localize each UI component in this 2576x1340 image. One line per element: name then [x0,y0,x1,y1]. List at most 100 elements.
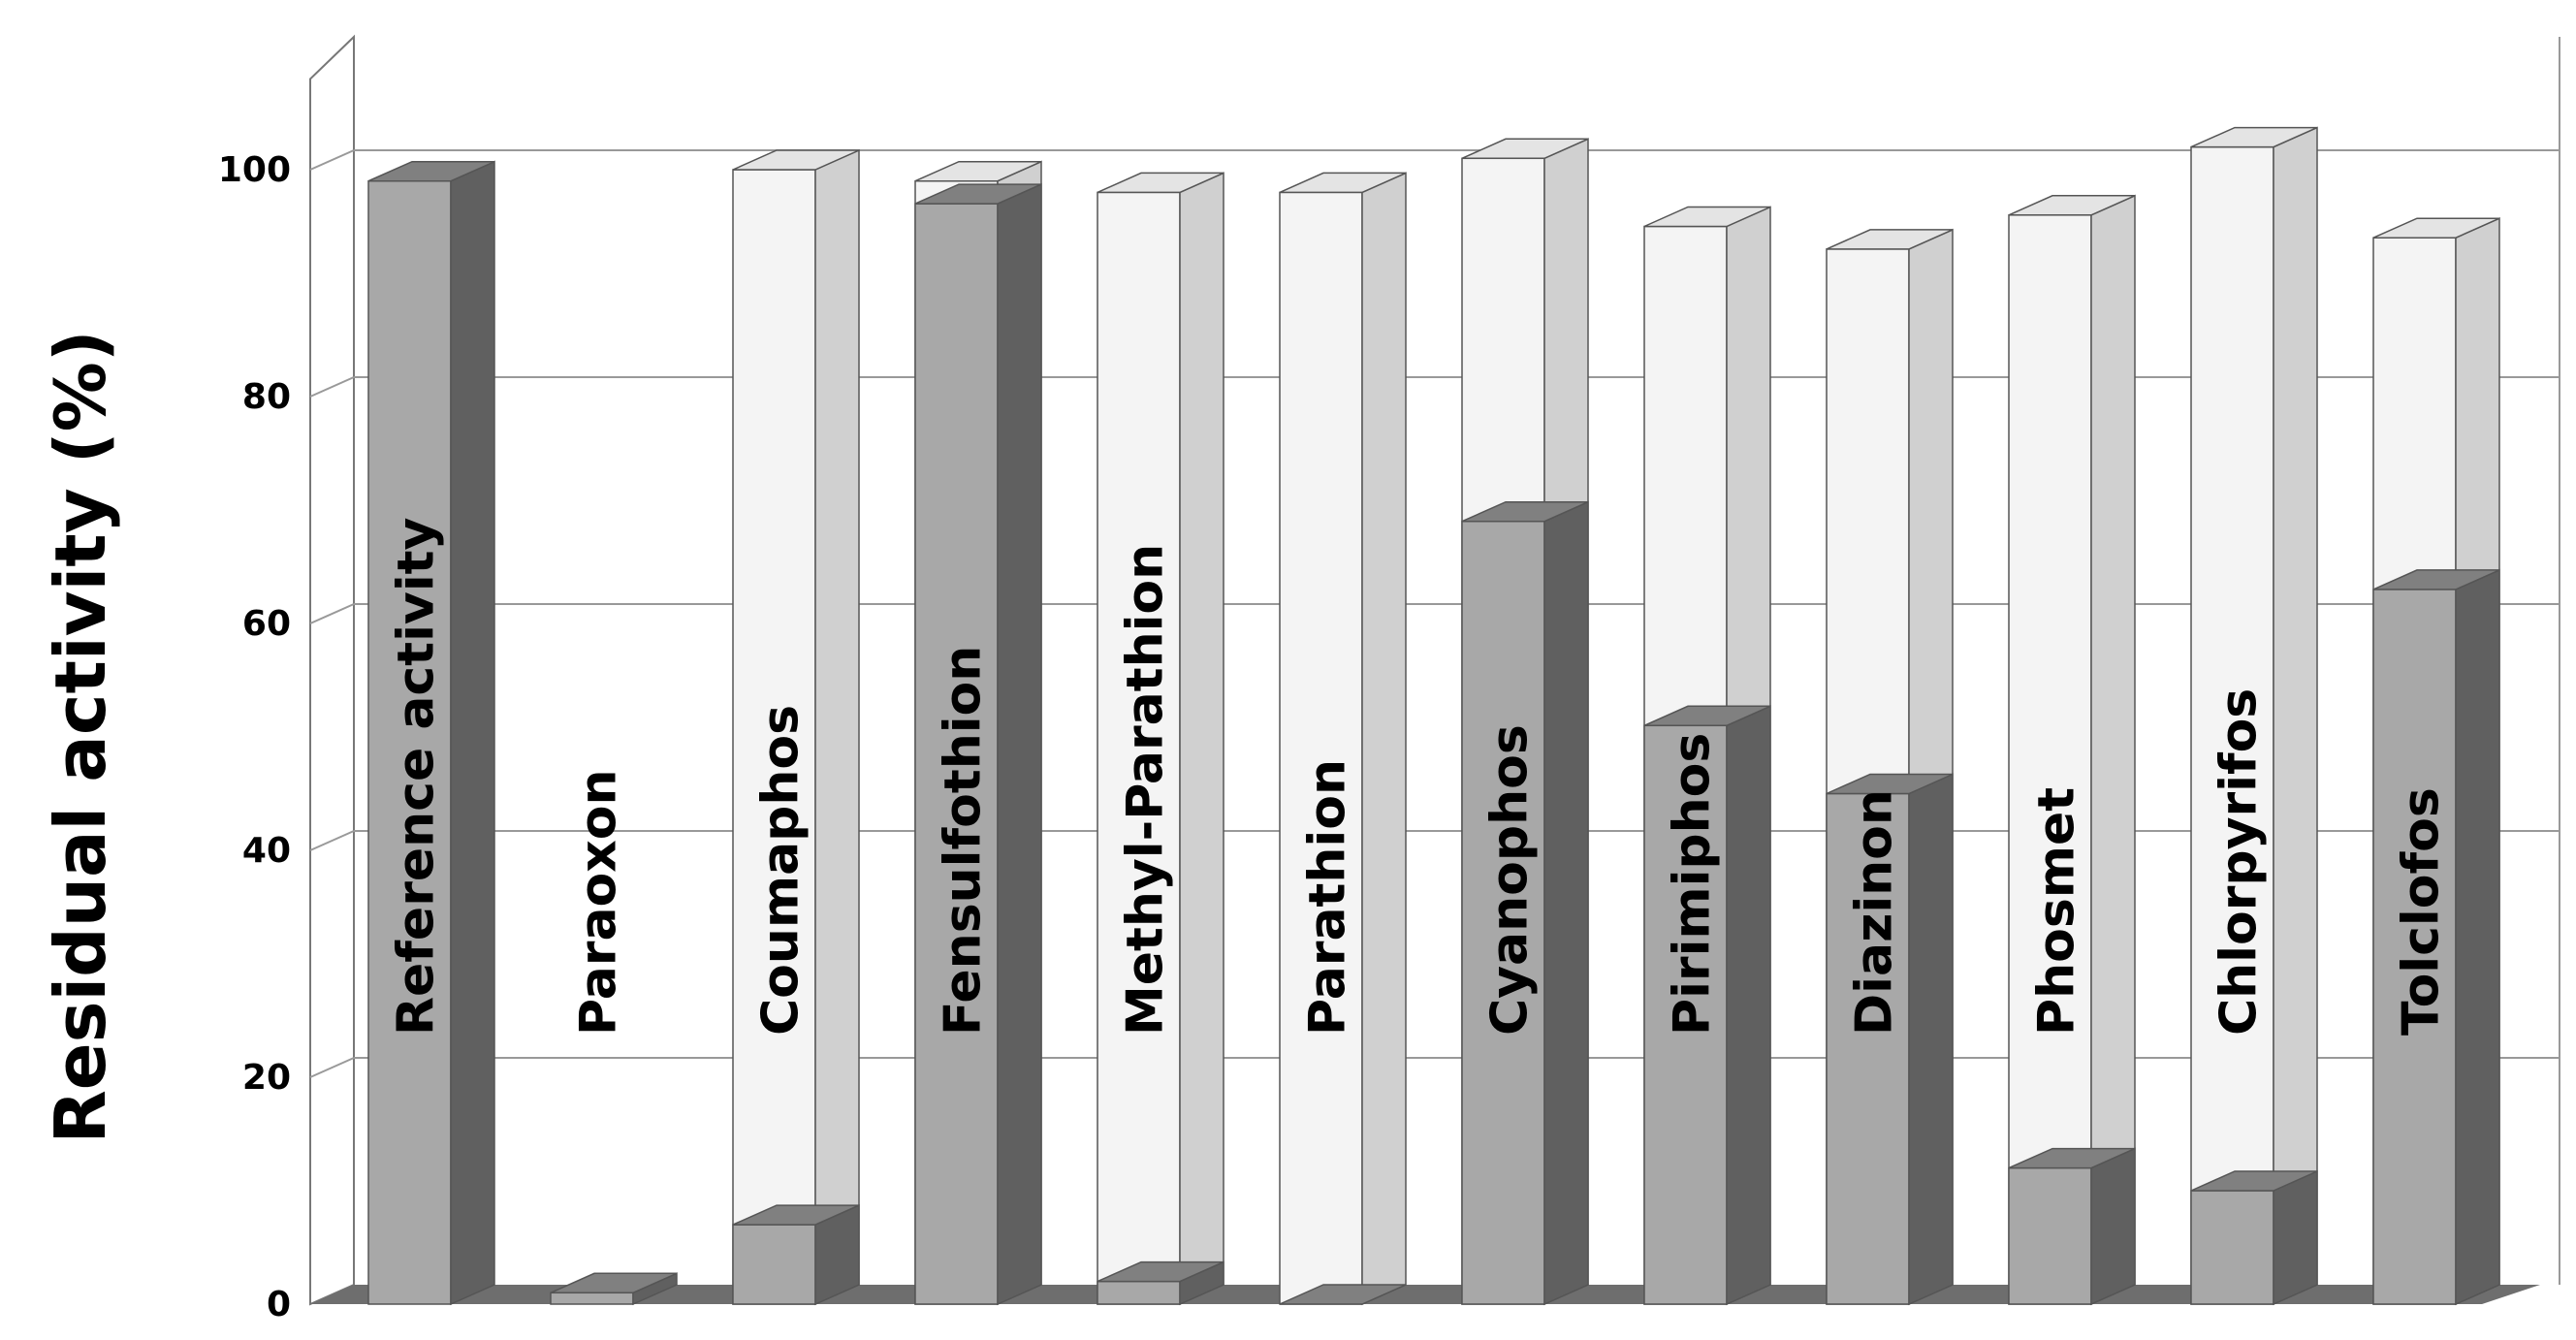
side-wall [309,34,355,1306]
y-axis-title: Residual activity (%) [40,330,121,1143]
category-label: Paraoxon [570,769,628,1036]
floor-plane [310,1285,2540,1304]
bar-front-1-top [550,1272,678,1294]
bar-front-10-top [2190,1170,2318,1192]
bar-front-6-side [1543,500,1589,1306]
bar-front-2-front [732,1224,816,1305]
bar-front-7-side [1726,705,1771,1306]
bar-back-2 [732,148,860,1306]
bar-back-3-top [914,160,1042,182]
chart-walls [309,34,355,1306]
bar-back-4-side [1179,172,1224,1306]
bar-front-0-side [450,160,495,1306]
bar-front-3-top [914,183,1042,205]
y-tick-label: 80 [242,377,291,417]
category-labels: Reference activity Paraoxon Coumaphos Fensu… [388,518,2451,1036]
gridline-depth [309,830,355,851]
bar-front-10 [2190,1169,2318,1306]
bar-front-5 [1279,1284,1407,1305]
bar-front-0 [367,160,495,1306]
bar-back-5-front [1279,191,1363,1305]
y-tick-label: 100 [218,150,291,190]
bar-back-9-side [2090,194,2136,1306]
bar-back-10-side [2273,126,2318,1306]
bar-front-1 [550,1272,678,1306]
category-label: Parathion [1299,759,1357,1036]
bar-front-3-front [914,203,999,1305]
bar-front-4-top [1097,1260,1224,1283]
bar-front-7-front [1643,724,1728,1305]
bar-front-0-front [367,179,452,1305]
bar-back-2-front [732,169,816,1305]
y-tick-label: 60 [242,604,291,644]
bar-front-0-top [367,160,495,182]
bar-back-10-top [2190,126,2318,148]
bar-front-8-top [1826,773,1954,795]
bar-front-11 [2372,568,2500,1306]
category-label: Coumaphos [752,705,811,1036]
bar-front-2-top [732,1204,860,1226]
bar-back-6-top [1461,138,1589,160]
y-axis-ticks: 0 20 40 60 80 100 [218,150,291,1324]
bar-back-5 [1279,172,1407,1306]
bar-front-11-side [2455,568,2500,1306]
category-label: Reference activity [388,518,446,1036]
bar-back-10 [2190,126,2318,1306]
bar-front-2 [732,1203,860,1306]
category-label: Fensulfothion [935,646,993,1036]
bar-front-10-side [2273,1169,2318,1306]
bar-front-9-top [2008,1147,2136,1169]
bar-back-11-top [2372,217,2500,239]
gridline-depth [309,603,355,624]
bar-front-7 [1643,705,1771,1306]
bar-front-10-front [2190,1190,2274,1305]
bar-front-8 [1826,773,1954,1306]
category-label: Phosmet [2028,787,2086,1036]
bar-back-2-side [814,148,860,1306]
bar-front-1-front [550,1292,634,1305]
chart-floor [310,1285,2540,1304]
category-label: Cyanophos [1481,724,1540,1036]
bar-front-9-side [2090,1147,2136,1306]
bar-front-6 [1461,500,1589,1306]
bar-front-3-side [997,182,1042,1306]
bar-back-10-front [2190,145,2274,1305]
category-label: Methyl-Parathion [1117,544,1175,1036]
bar-front-4-front [1097,1280,1181,1305]
bar-front-7-top [1643,705,1771,727]
gridline-depth [309,149,355,171]
bar-back-4 [1097,172,1224,1306]
category-label: Diazinon [1846,789,1904,1036]
category-label: Pirimiphos [1664,733,1722,1036]
y-tick-label: 40 [242,831,291,871]
bar-front-6-front [1461,520,1545,1305]
bar-back-4-top [1097,172,1224,194]
bar-front-9-front [2008,1166,2092,1305]
bar-front-5-top [1279,1284,1407,1305]
bar-front-6-top [1461,500,1589,523]
bar-front-11-top [2372,569,2500,590]
bar-back-4-front [1097,191,1181,1305]
bar-front-3 [914,182,1042,1306]
category-label: Tolclofos [2393,787,2451,1036]
bar-back-2-top [732,149,860,171]
category-label: Chlorpyrifos [2210,688,2269,1036]
bar-front-9 [2008,1147,2136,1306]
bar-back-9-top [2008,195,2136,216]
bar-back-5-top [1279,172,1407,194]
gridline-depth [309,1057,355,1078]
y-tick-label: 20 [242,1058,291,1098]
gridline-depth [309,376,355,398]
bar-front-8-front [1826,792,1910,1305]
bar-front-8-side [1908,773,1954,1306]
bar-back-5-side [1361,172,1407,1306]
bar-back-8-top [1826,229,1954,250]
bar-back-9 [2008,194,2136,1306]
front-series-bars [367,160,2500,1306]
bar-back-7-top [1643,206,1771,228]
y-tick-label: 0 [267,1285,291,1324]
bar-front-4 [1097,1260,1224,1306]
bar-back-9-front [2008,214,2092,1305]
